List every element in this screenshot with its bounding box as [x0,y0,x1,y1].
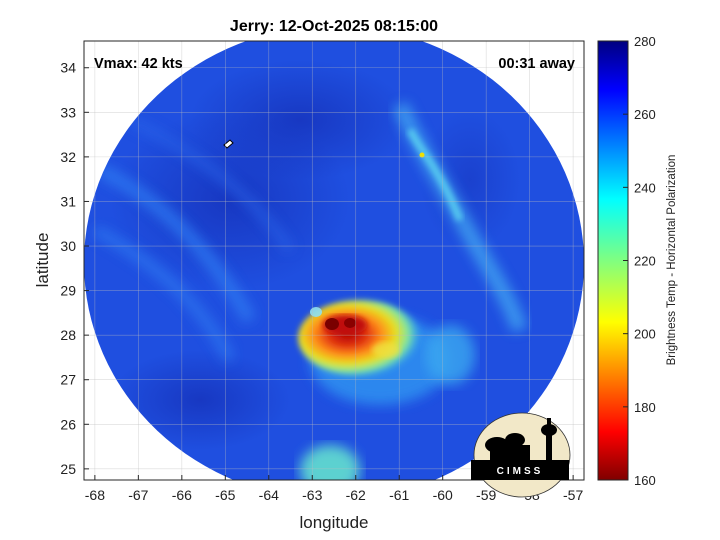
logo-banner [471,460,569,480]
plot-title: Jerry: 12-Oct-2025 08:15:00 [230,18,438,35]
y-tick-label: 31 [60,193,76,209]
x-tick-label: -64 [259,487,279,503]
plot-frame [83,40,585,481]
y-tick-label: 26 [60,416,76,432]
y-tick-label: 30 [60,238,76,254]
x-tick-label: -62 [346,487,366,503]
x-tick-label: -57 [563,487,583,503]
time-away-label: 00:31 away [498,56,575,72]
colorbar: 160 180 200 220 240 260 280 Brightness Temp - … [597,34,678,488]
x-tick-label: -60 [433,487,453,503]
colorbar-ticks: 160 180 200 220 240 260 280 [623,34,656,488]
x-tick-label: -61 [389,487,409,503]
colorbar-tick-label: 240 [634,180,656,195]
y-axis-label: latitude [33,233,52,288]
y-tick-label: 32 [60,149,76,165]
cimss-logo: CIMSS [471,412,571,498]
y-tick-label: 29 [60,283,76,299]
x-tick-label: -65 [215,487,235,503]
logo-text: CIMSS [497,466,544,477]
colorbar-tick-label: 220 [634,254,656,269]
y-tick-label: 33 [60,104,76,120]
y-tick-label: 28 [60,327,76,343]
y-tick-label: 27 [60,372,76,388]
colorbar-tick-label: 180 [634,400,656,415]
x-tick-label: -68 [85,487,105,503]
y-tick-label: 34 [60,60,76,76]
y-axis-ticks: 25 26 27 28 29 30 31 32 33 34 [60,60,89,477]
y-tick-label: 25 [60,461,76,477]
swath-image [84,41,584,480]
colorbar-tick-label: 280 [634,34,656,49]
vmax-label: Vmax: 42 kts [94,56,183,72]
logo-building-icon [485,418,557,460]
colorbar-tick-label: 260 [634,107,656,122]
x-tick-label: -63 [302,487,322,503]
colorbar-tick-label: 200 [634,327,656,342]
x-axis-label: longitude [299,513,368,532]
x-tick-label: -67 [128,487,148,503]
colorbar-tick-label: 160 [634,473,656,488]
colorbar-label: Brightness Temp - Horizontal Polarizatio… [666,155,678,366]
x-tick-label: -66 [172,487,192,503]
x-tick-label: -59 [476,487,496,503]
